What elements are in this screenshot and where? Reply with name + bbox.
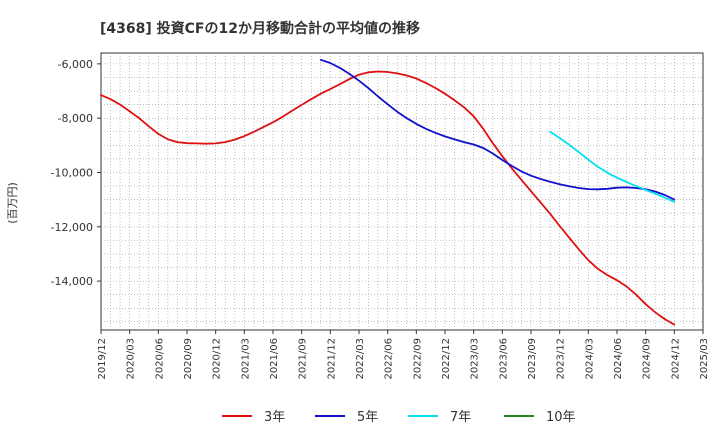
x-tick-label: 2023/06 <box>498 338 509 380</box>
y-tick-label: -14,000 <box>51 275 93 288</box>
x-tick-label: 2019/12 <box>97 338 108 380</box>
y-tick-label: -6,000 <box>58 58 93 71</box>
x-tick-label: 2021/12 <box>326 338 337 380</box>
x-tick-label: 2020/09 <box>183 338 194 380</box>
legend-label-10年: 10年 <box>546 410 576 425</box>
y-axis-label: (百万円) <box>6 182 19 224</box>
y-tick-label: -10,000 <box>51 166 93 179</box>
series-layer <box>100 58 676 326</box>
x-tick-label: 2023/12 <box>556 338 567 380</box>
x-tick-label: 2023/03 <box>470 338 481 380</box>
x-tick-label: 2024/06 <box>613 338 624 380</box>
x-tick-label: 2021/06 <box>269 338 280 380</box>
y-tick-label: -12,000 <box>51 221 93 234</box>
x-tick-label: 2021/09 <box>298 338 309 380</box>
x-tick-label: 2020/03 <box>126 338 137 380</box>
legend-label-3年: 3年 <box>264 410 285 425</box>
x-tick-label: 2023/09 <box>527 338 538 380</box>
x-tick-label: 2022/09 <box>412 338 423 380</box>
series-line-7年 <box>549 130 676 203</box>
x-tick-label: 2022/12 <box>441 338 452 380</box>
chart-title: [4368] 投資CFの12か月移動合計の平均値の推移 <box>100 20 420 37</box>
series-line-3年 <box>100 70 676 326</box>
legend-label-5年: 5年 <box>357 410 378 425</box>
y-tick-label: -8,000 <box>58 112 93 125</box>
x-tick-label: 2020/12 <box>212 338 223 380</box>
x-tick-label: 2022/03 <box>355 338 366 380</box>
x-tick-label: 2025/03 <box>699 338 710 380</box>
series-line-5年 <box>319 58 676 201</box>
plot-area <box>100 52 704 331</box>
x-tick-label: 2024/09 <box>642 338 653 380</box>
legend: 3年 5年 7年 10年 <box>222 410 576 425</box>
legend-label-7年: 7年 <box>450 410 471 425</box>
grid <box>101 53 703 330</box>
x-tick-label: 2020/06 <box>154 338 165 380</box>
x-tick-label: 2021/03 <box>240 338 251 380</box>
plot-frame <box>100 52 704 331</box>
x-axis: 2019/12 2020/03 2020/06 2020/09 2020/12 2021/… <box>97 330 710 380</box>
x-tick-label: 2024/12 <box>670 338 681 380</box>
y-axis: -6,000 -8,000 -10,000 -12,000 -14,000 <box>51 58 101 288</box>
x-tick-label: 2024/03 <box>584 338 595 380</box>
x-tick-label: 2022/06 <box>384 338 395 380</box>
